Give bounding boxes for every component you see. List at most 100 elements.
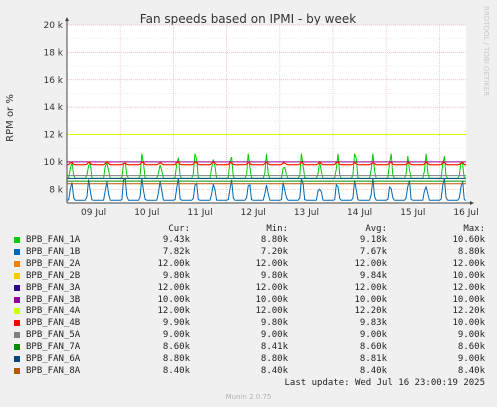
legend-header-cur: Cur: (168, 224, 190, 234)
legend-series-name: BPB_FAN_7A (26, 342, 81, 353)
series-line-bpb_fan_1b (66, 177, 467, 201)
plot-area (67, 25, 466, 203)
legend-value-cur: 12.00k (157, 306, 190, 317)
legend-value-avg: 9.18k (359, 235, 387, 245)
legend-value-cur: 12.00k (157, 258, 190, 269)
legend-series-name: BPB_FAN_2A (26, 258, 81, 269)
x-tick-label: 13 Jul (294, 208, 319, 218)
legend-value-max: 12.20k (452, 306, 485, 317)
legend-value-cur: 12.00k (157, 282, 190, 293)
x-tick-label: 10 Jul (134, 208, 159, 218)
legend-row: BPB_FAN_5A 9.00k 9.00k 9.00k 9.00k (0, 330, 497, 342)
legend-series-name: BPB_FAN_1A (26, 235, 81, 245)
legend-value-min: 9.00k (260, 330, 288, 341)
legend-series-name: BPB_FAN_3B (26, 294, 81, 305)
legend-value-cur: 10.00k (157, 294, 190, 305)
y-tick-label: 10 k (43, 158, 63, 168)
legend-value-cur: 8.80k (162, 354, 190, 364)
y-tick-label: 14 k (43, 103, 63, 113)
legend-swatch (14, 260, 20, 267)
y-tick-label: 8 k (49, 185, 64, 195)
legend-row: BPB_FAN_3A 12.00k 12.00k 12.00k 12.00k (0, 283, 497, 295)
legend-value-avg: 12.20k (354, 306, 387, 317)
last-update: Last update: Wed Jul 16 23:00:19 2025 (284, 378, 485, 388)
legend-value-max: 10.60k (452, 235, 485, 245)
legend-value-avg: 9.83k (359, 318, 387, 329)
legend-value-cur: 8.60k (162, 342, 190, 353)
legend-value-min: 8.41k (260, 342, 288, 353)
x-tick-label: 15 Jul (400, 208, 425, 218)
legend-value-min: 9.80k (260, 270, 288, 281)
legend-value-max: 12.00k (452, 282, 485, 293)
legend-swatch (14, 356, 20, 362)
legend-value-max: 9.00k (457, 330, 485, 341)
legend-value-min: 8.80k (260, 354, 288, 364)
legend-value-min: 8.80k (260, 235, 288, 245)
legend-value-avg: 8.81k (359, 354, 387, 364)
legend-series-name: BPB_FAN_8A (26, 365, 81, 376)
legend-value-max: 8.60k (457, 342, 485, 353)
legend-row: BPB_FAN_7A 8.60k 8.41k 8.60k 8.60k (0, 342, 497, 354)
legend-value-min: 8.40k (260, 365, 288, 376)
legend-value-min: 10.00k (255, 294, 288, 305)
legend-value-cur: 9.90k (162, 318, 190, 329)
legend-value-avg: 9.84k (359, 270, 387, 281)
legend-value-avg: 8.40k (359, 365, 387, 376)
y-axis-arrow (65, 17, 69, 21)
legend-swatch (14, 272, 20, 279)
legend-swatch (14, 308, 20, 315)
legend-value-cur: 9.80k (162, 270, 190, 281)
legend-swatch (14, 320, 20, 327)
legend-value-cur: 8.40k (162, 365, 190, 376)
legend-value-min: 9.80k (260, 318, 288, 329)
series-layer (66, 134, 467, 201)
legend-swatch (14, 332, 20, 339)
legend-value-min: 12.00k (255, 258, 288, 269)
y-tick-label: 12 k (43, 131, 63, 141)
axis-layer: 8 k 10 k 12 k 14 k 16 k 18 k 20 k 09 Jul 10 Jul 1… (43, 17, 479, 218)
legend-row: BPB_FAN_1B 7.82k 7.20k 7.67k 8.80k (0, 247, 497, 259)
legend-series-name: BPB_FAN_6A (26, 354, 81, 364)
legend-value-min: 12.00k (255, 282, 288, 293)
y-tick-label: 18 k (43, 48, 63, 58)
legend-swatch (14, 237, 20, 243)
legend-row: BPB_FAN_1A 9.43k 8.80k 9.18k 10.60k (0, 235, 497, 247)
legend-series-name: BPB_FAN_5A (26, 330, 81, 341)
legend-swatch (14, 284, 20, 291)
legend-series-name: BPB_FAN_3A (26, 282, 81, 293)
legend-series-name: BPB_FAN_4A (26, 306, 81, 317)
legend-value-min: 7.20k (260, 246, 288, 257)
legend-value-max: 12.00k (452, 258, 485, 269)
munin-version: Munin 2.0.75 (225, 393, 272, 401)
legend-value-cur: 9.00k (162, 330, 190, 341)
x-tick-label: 16 Jul (453, 208, 478, 218)
legend-header-min: Min: (266, 224, 288, 234)
legend-value-avg: 9.00k (359, 330, 387, 341)
x-axis-arrow (470, 201, 474, 205)
legend-row: BPB_FAN_2A 12.00k 12.00k 12.00k 12.00k (0, 259, 497, 271)
series-line-bpb_fan_4b (66, 161, 467, 166)
legend-row: BPB_FAN_6A 8.80k 8.80k 8.81k 9.00k (0, 354, 497, 366)
legend-series-name: BPB_FAN_4B (26, 318, 81, 329)
legend-value-avg: 7.67k (359, 246, 387, 257)
legend-value-min: 12.00k (255, 306, 288, 317)
legend-value-avg: 10.00k (354, 294, 387, 305)
legend-value-max: 8.40k (457, 365, 485, 376)
legend-swatch (14, 248, 20, 255)
x-tick-label: 11 Jul (187, 208, 212, 218)
legend-series-name: BPB_FAN_2B (26, 270, 81, 281)
legend-value-cur: 7.82k (162, 246, 190, 257)
chart-title: Fan speeds based on IPMI - by week (140, 12, 356, 26)
legend-row: BPB_FAN_4B 9.90k 9.80k 9.83k 10.00k (0, 318, 497, 330)
legend-row: BPB_FAN_8A 8.40k 8.40k 8.40k 8.40k (0, 366, 497, 378)
legend-row: BPB_FAN_3B 10.00k 10.00k 10.00k 10.00k (0, 295, 497, 307)
legend-value-max: 10.00k (452, 318, 485, 329)
x-tick-label: 14 Jul (347, 208, 372, 218)
x-tick-label: 09 Jul (81, 208, 106, 218)
legend-value-cur: 9.43k (162, 235, 190, 245)
legend-value-avg: 12.00k (354, 282, 387, 293)
legend-swatch (14, 296, 20, 303)
rrdtool-watermark: RRDTOOL / TOBI OETIKER (482, 6, 490, 96)
legend-value-max: 10.00k (452, 270, 485, 281)
legend-swatch (14, 344, 20, 351)
